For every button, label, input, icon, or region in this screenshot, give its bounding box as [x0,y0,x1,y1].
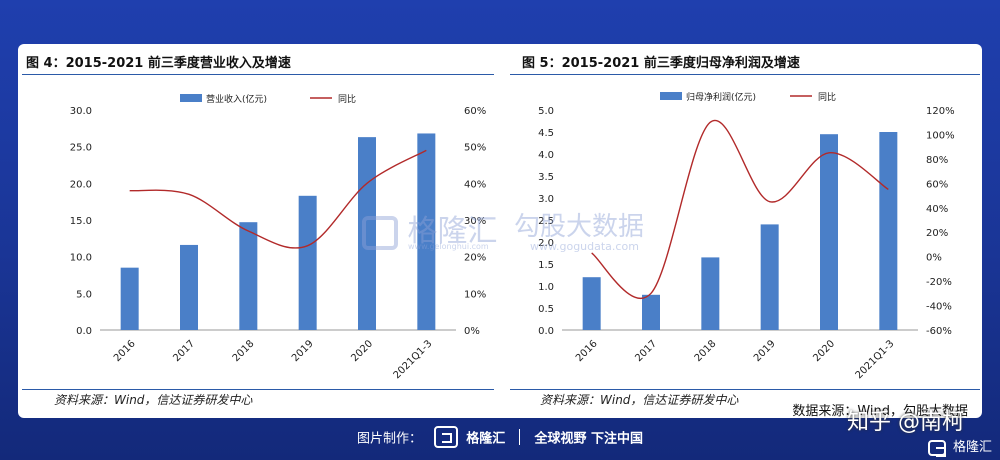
x-tick-label: 2021Q1-3 [854,338,897,381]
bar [120,267,139,330]
legend-line-label: 同比 [818,91,836,103]
zhihu-watermark: 知乎 @南柯 [847,410,964,435]
y-left-tick-label: 2.0 [538,238,554,249]
footer: 图片制作： 格隆汇 全球视野 下注中国 [0,426,1000,454]
legend-bar-swatch [660,92,682,100]
watermark-site: www.gelonghui.com [408,242,489,251]
x-tick-label: 2021Q1-3 [392,338,435,381]
y-left-tick-label: 5.0 [538,106,554,117]
y-right-tick-label: 60% [464,106,486,117]
y-left-tick-label: 3.5 [538,172,554,183]
legend-bar-swatch [180,94,202,102]
x-tick-label: 2019 [290,338,316,364]
bar [239,222,258,330]
bar [180,244,198,330]
chart-source: 资料来源：Wind，信达证券研发中心 [54,393,253,407]
bar [417,133,436,330]
net-profit-chart: 图 5：2015-2021 前三季度归母净利润及增速 0.0 0.5 1.0 1.5 2… [500,44,982,418]
x-tick-label: 2020 [811,338,837,364]
chart-title: 图 4：2015-2021 前三季度营业收入及增速 [26,56,291,71]
y-right-tick-label: 10% [464,289,486,300]
bar [879,132,898,330]
y-right-tick-label: -20% [926,277,952,288]
watermark-gogu: 勾股大数据 [514,212,645,242]
x-tick-label: 2019 [752,338,778,364]
bar [358,137,376,330]
bar [642,294,660,330]
source-rule [22,389,494,390]
title-rule [22,74,494,75]
y-left-tick-label: 1.5 [538,260,554,271]
bar [298,195,317,330]
y-left-tick-label: 0.0 [538,326,554,337]
y-left-tick-label: 0.5 [538,304,554,315]
title-rule [510,74,980,75]
x-tick-label: 2016 [112,338,138,364]
y-left-tick-label: 25.0 [70,143,92,154]
y-right-tick-label: 40% [464,179,486,190]
corner-logo-icon [927,439,946,457]
growth-line [591,119,889,300]
source-rule [510,389,980,390]
y-right-tick-label: 20% [464,253,486,264]
y-left-tick-label: 10.0 [70,253,92,264]
net-profit-chart-svg: 0.0 0.5 1.0 1.5 2.0 2.5 3.0 3.5 4.0 4.5 5.0 -60% -40… [538,91,955,381]
revenue-chart: 图 4：2015-2021 前三季度营业收入及增速 0.0 5.0 10.0 15.0… [18,44,498,418]
revenue-chart-svg: 0.0 5.0 10.0 15.0 20.0 25.0 30.0 0% 10% 20% 30% 40%… [70,93,487,381]
y-right-tick-label: -40% [926,302,952,313]
watermark-brand: 格隆汇 [362,206,498,250]
x-tick-label: 2017 [171,338,197,364]
footer-slogan: 全球视野 下注中国 [534,431,644,447]
chart-title: 图 5：2015-2021 前三季度归母净利润及增速 [522,56,800,71]
watermark-logo-icon [362,215,398,250]
y-right-tick-label: 60% [926,179,948,190]
y-left-tick-label: 15.0 [70,216,92,227]
y-left-tick-label: 2.5 [538,216,554,227]
y-right-tick-label: 40% [926,204,948,215]
bar [582,277,601,330]
bar [701,257,720,330]
y-right-tick-label: 20% [926,228,948,239]
y-right-tick-label: -60% [926,326,952,337]
y-right-tick-label: 30% [464,216,486,227]
chart-source: 资料来源：Wind，信达证券研发中心 [540,393,739,407]
y-right-tick-label: 50% [464,143,486,154]
y-left-tick-label: 0.0 [76,326,92,337]
x-tick-label: 2016 [574,338,600,364]
bar [760,224,779,330]
footer-divider [519,429,521,445]
legend-bar-label: 营业收入(亿元) [206,93,267,105]
legend-bar-label: 归母净利润(亿元) [686,91,756,103]
x-tick-label: 2018 [693,338,719,364]
y-right-tick-label: 120% [926,106,955,117]
y-left-tick-label: 30.0 [70,106,92,117]
x-tick-label: 2017 [633,338,659,364]
chart-panel: 图 4：2015-2021 前三季度营业收入及增速 0.0 5.0 10.0 15.0… [18,44,982,418]
y-right-tick-label: 100% [926,130,955,141]
bar [820,134,838,330]
x-tick-label: 2020 [349,338,375,364]
y-right-tick-label: 0% [926,253,942,264]
footer-made-by: 图片制作： [356,431,422,447]
x-tick-label: 2018 [231,338,257,364]
y-left-tick-label: 5.0 [76,289,92,300]
footer-brand: 格隆汇 [466,431,506,447]
y-right-tick-label: 0% [464,326,480,337]
legend-line-label: 同比 [338,93,356,105]
brand-logo-icon [434,426,459,448]
y-left-tick-label: 4.5 [538,128,554,139]
y-left-tick-label: 1.0 [538,282,554,293]
corner-brand: 格隆汇 [927,436,992,457]
y-left-tick-label: 3.0 [538,194,554,205]
data-source-overlay: 数据来源：Wind，勾股大数据 [792,404,968,419]
y-right-tick-label: 80% [926,155,948,166]
growth-line [129,149,427,249]
watermark-gogu-site: www.gogudata.com [530,240,639,253]
y-left-tick-label: 20.0 [70,179,92,190]
y-left-tick-label: 4.0 [538,150,554,161]
